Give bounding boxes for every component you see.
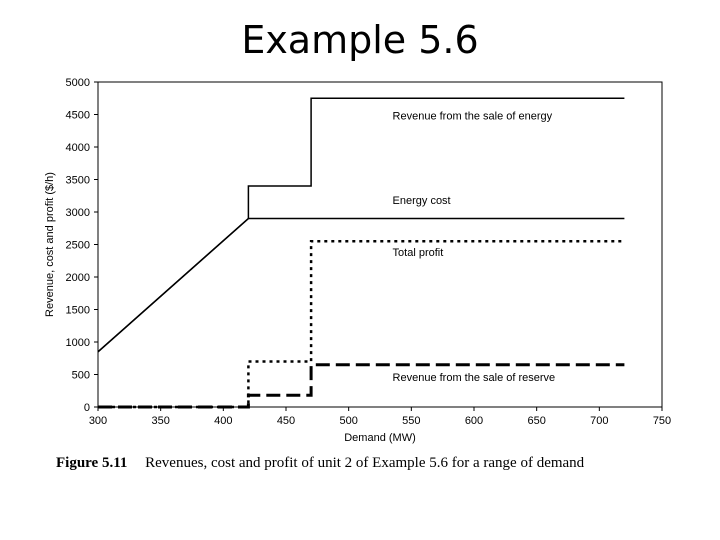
x-tick-label: 700 <box>590 415 608 427</box>
series-layer <box>97 97 625 409</box>
y-axis-label: Revenue, cost and profit ($/h) <box>44 172 56 317</box>
x-tick-label: 750 <box>653 415 671 427</box>
y-tick-label: 4000 <box>66 142 90 154</box>
y-tick-label: 3000 <box>66 207 90 219</box>
y-tick-label: 2500 <box>66 240 90 252</box>
series-line-1 <box>97 97 625 353</box>
series-annotation: Revenue from the sale of energy <box>393 111 553 123</box>
y-tick-label: 1500 <box>66 305 90 317</box>
x-tick-label: 550 <box>402 415 420 427</box>
x-tick-label: 400 <box>214 415 232 427</box>
y-axis-ticks: 0 500 1000 1500 2000 2500 3000 3500 4000 4500 5000 <box>66 77 98 414</box>
y-tick-label: 2000 <box>66 272 90 284</box>
y-tick-label: 5000 <box>66 77 90 89</box>
x-tick-label: 600 <box>465 415 483 427</box>
annotations: Revenue from the sale of energy Energy co… <box>393 111 556 384</box>
series-annotation: Revenue from the sale of reserve <box>393 372 556 384</box>
x-tick-label: 500 <box>339 415 357 427</box>
x-tick-label: 350 <box>151 415 169 427</box>
y-tick-label: 1000 <box>66 337 90 349</box>
figure-caption-text: Revenues, cost and profit of unit 2 of E… <box>145 455 585 471</box>
y-tick-label: 500 <box>72 370 90 382</box>
y-tick-label: 0 <box>84 402 90 414</box>
slide-title: Example 5.6 <box>241 18 479 62</box>
x-tick-label: 650 <box>527 415 545 427</box>
x-tick-label: 300 <box>89 415 107 427</box>
figure-number: Figure 5.11 <box>56 455 128 471</box>
x-axis-label: Demand (MW) <box>344 432 416 444</box>
y-tick-label: 4500 <box>66 110 90 122</box>
x-axis-ticks: 300 350 400 450 500 550 600 650 700 750 <box>89 407 671 427</box>
y-tick-label: 3500 <box>66 175 90 187</box>
series-annotation: Energy cost <box>393 195 451 207</box>
figure-caption: Figure 5.11 Revenues, cost and profit of… <box>56 455 584 472</box>
x-tick-label: 450 <box>277 415 295 427</box>
series-annotation: Total profit <box>393 247 444 259</box>
series-line-2 <box>97 217 625 353</box>
plot-frame <box>97 81 663 408</box>
